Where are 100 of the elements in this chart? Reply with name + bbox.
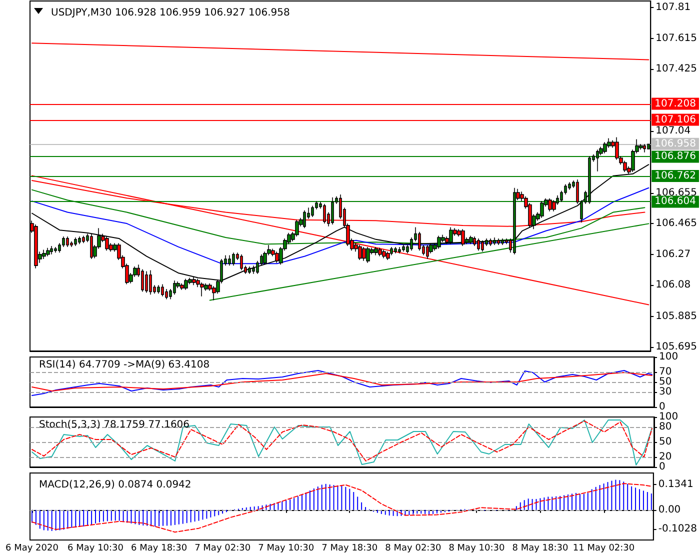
candlestick bbox=[232, 252, 235, 266]
y-tick-label: 107.425 bbox=[656, 64, 698, 75]
line-series bbox=[31, 187, 650, 264]
candlestick bbox=[149, 270, 152, 296]
y-tick-label: 100 bbox=[659, 352, 678, 362]
candlestick bbox=[323, 204, 326, 224]
x-tick-label: 8 May 10:30 bbox=[448, 544, 505, 554]
x-tick-label: 7 May 10:30 bbox=[258, 544, 314, 554]
candlestick bbox=[615, 136, 619, 160]
y-tick-label: 0.1341 bbox=[658, 479, 694, 490]
candlestick bbox=[275, 251, 279, 264]
candlestick bbox=[497, 238, 500, 246]
candlestick bbox=[161, 284, 164, 297]
candlestick bbox=[240, 254, 243, 271]
y-tick-label: 50 bbox=[659, 436, 672, 448]
ref-line-label: 106.876 bbox=[654, 151, 696, 162]
candlestick bbox=[358, 244, 362, 260]
ref-line-label: 107.208 bbox=[654, 98, 696, 110]
y-tick-label: 0 bbox=[659, 462, 666, 472]
candlestick bbox=[50, 246, 53, 255]
line-series bbox=[31, 372, 653, 392]
candlestick bbox=[157, 284, 160, 294]
candlestick bbox=[623, 160, 627, 172]
y-tick-label: 100 bbox=[659, 412, 678, 422]
candlestick bbox=[180, 283, 184, 290]
candlestick bbox=[82, 235, 85, 244]
x-tick-label: 7 May 02:30 bbox=[194, 544, 251, 554]
candlestick bbox=[643, 144, 646, 153]
ref-line-label: 107.106 bbox=[654, 114, 696, 126]
candlestick bbox=[78, 236, 81, 244]
candlestick bbox=[66, 236, 69, 248]
y-tick-label: 20 bbox=[659, 452, 672, 462]
candlestick bbox=[248, 266, 251, 274]
ref-line-label: 106.762 bbox=[654, 170, 696, 182]
x-tick-label: 6 May 18:30 bbox=[131, 544, 188, 554]
y-tick-label: 0.00 bbox=[658, 504, 681, 516]
x-tick-label: 11 May 02:30 bbox=[572, 544, 635, 554]
y-tick-label: 106.465 bbox=[656, 218, 698, 229]
candlestick bbox=[184, 278, 188, 290]
x-tick-label: 6 May 2020 bbox=[6, 544, 59, 554]
candlestick bbox=[311, 205, 314, 218]
candlestick bbox=[603, 142, 607, 154]
y-tick-label: 30 bbox=[659, 386, 672, 398]
ref-line-label: 106.604 bbox=[654, 196, 696, 208]
candlestick bbox=[54, 246, 57, 253]
y-tick-label: 105.885 bbox=[656, 310, 698, 322]
candlestick bbox=[303, 210, 306, 229]
candlestick bbox=[552, 200, 556, 212]
y-tick-label: 106.27 bbox=[656, 249, 691, 260]
candlestick bbox=[382, 249, 386, 259]
candlestick bbox=[398, 246, 401, 254]
candlestick bbox=[200, 282, 204, 297]
y-tick-label: 107.81 bbox=[656, 2, 691, 13]
y-tick-label: 80 bbox=[659, 422, 672, 432]
y-tick-label: 107.615 bbox=[656, 33, 698, 44]
y-tick-label: 50 bbox=[659, 376, 672, 388]
chart-title: RSI(14) 64.7709 ->MA(9) 63.4108 bbox=[39, 360, 210, 370]
text: MACD(12,26,9) 0.0874 0.0942 bbox=[39, 480, 192, 490]
chart-title: Stoch(5,3,3) 78.1759 77.1606 bbox=[39, 420, 190, 430]
line-series bbox=[31, 370, 653, 396]
text: USDJPY,M30 106.928 106.959 106.927 106.958 bbox=[51, 8, 290, 18]
y-tick-label: -0.1028 bbox=[658, 524, 698, 535]
candlestick bbox=[568, 182, 571, 190]
candlestick bbox=[90, 233, 93, 260]
candlestick bbox=[362, 246, 366, 262]
x-tick-label: 8 May 02:30 bbox=[385, 544, 442, 554]
candlestick bbox=[386, 251, 390, 260]
candlestick bbox=[366, 246, 370, 264]
candlestick bbox=[489, 238, 492, 246]
candlestick bbox=[461, 228, 465, 246]
candlestick bbox=[46, 248, 50, 257]
candlestick bbox=[70, 240, 73, 248]
candlestick bbox=[378, 247, 382, 257]
candlestick bbox=[374, 246, 378, 256]
x-tick-label: 7 May 18:30 bbox=[322, 544, 378, 554]
candlestick bbox=[394, 246, 397, 254]
candlestick bbox=[173, 280, 176, 296]
candlestick bbox=[141, 268, 144, 292]
y-tick-label: 106.08 bbox=[656, 280, 691, 291]
candlestick bbox=[145, 270, 148, 294]
y-tick-label: 70 bbox=[659, 366, 672, 378]
candlestick bbox=[105, 236, 109, 252]
candlestick bbox=[418, 231, 421, 252]
candlestick bbox=[252, 265, 255, 274]
y-tick-label: 105.695 bbox=[656, 341, 698, 352]
candlestick bbox=[74, 237, 77, 246]
candlestick bbox=[548, 198, 552, 212]
y-tick-label: 107.04 bbox=[656, 126, 691, 137]
candlestick bbox=[426, 244, 429, 260]
candlestick bbox=[34, 224, 38, 269]
y-tick-label: 0 bbox=[659, 402, 666, 412]
x-tick-label: 6 May 10:30 bbox=[68, 544, 124, 554]
candlestick bbox=[42, 249, 46, 260]
x-tick-label: 8 May 18:30 bbox=[512, 544, 568, 554]
candlestick bbox=[473, 236, 476, 246]
candlestick bbox=[228, 254, 231, 266]
candlestick bbox=[390, 246, 393, 256]
candlestick bbox=[477, 238, 480, 252]
candlestick bbox=[481, 240, 484, 252]
ref-line-label: 106.958 bbox=[654, 138, 696, 150]
